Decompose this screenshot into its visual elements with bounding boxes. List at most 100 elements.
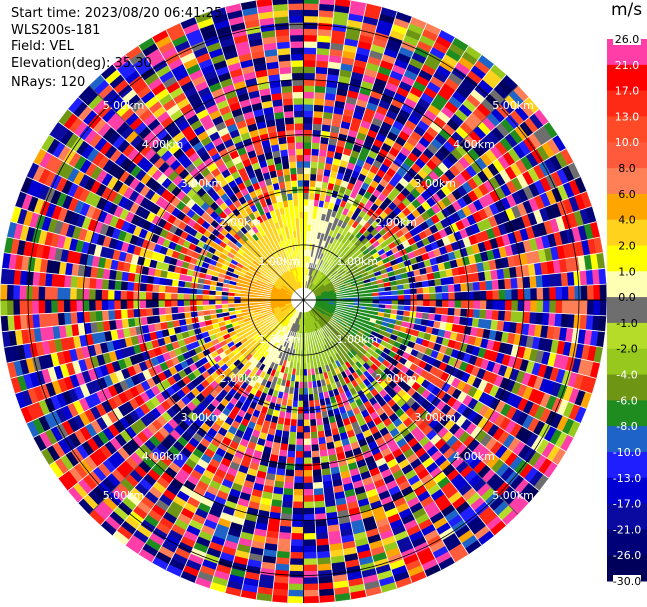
- ray-gap: [323, 64, 495, 275]
- radar-gate: [151, 283, 160, 293]
- radar-gate: [303, 28, 318, 36]
- radar-gate: [293, 488, 304, 496]
- radar-gate: [310, 437, 319, 446]
- radar-gate: [303, 9, 319, 17]
- radar-gate: [126, 290, 134, 301]
- radar-gate: [460, 308, 468, 318]
- radar-gate: [460, 282, 468, 292]
- radar-gate: [303, 488, 314, 496]
- ray-gap: [322, 326, 482, 546]
- radar-gate: [126, 281, 135, 292]
- radar-gate: [303, 438, 312, 446]
- ray-gap: [335, 236, 600, 294]
- radar-gate: [289, 425, 298, 433]
- radar-gate: [170, 306, 179, 315]
- radar-gate: [568, 299, 576, 315]
- radar-gate: [120, 280, 128, 291]
- radar-gate: [280, 436, 290, 445]
- radar-gate: [271, 594, 289, 603]
- radar-gate: [303, 419, 311, 427]
- radar-gate: [158, 314, 167, 323]
- radar-gate: [297, 394, 304, 402]
- radar-gate: [303, 15, 319, 23]
- radar-gate: [289, 558, 304, 566]
- radar-gate: [287, 596, 304, 604]
- radar-gate: [314, 85, 327, 94]
- radar-gate: [44, 299, 52, 314]
- ray-gap: [321, 45, 469, 273]
- radar-gate: [310, 148, 320, 156]
- radar-gate: [429, 292, 437, 301]
- radar-gate: [440, 277, 449, 286]
- radar-gate: [498, 289, 506, 301]
- ray-gap: [313, 11, 398, 269]
- radar-gate: [561, 299, 569, 315]
- radar-gate: [288, 431, 297, 439]
- radar-gate: [314, 519, 328, 528]
- radar-gate: [429, 299, 437, 308]
- radar-gate: [0, 299, 8, 317]
- radar-gate: [448, 291, 456, 301]
- radar-gate: [397, 299, 405, 306]
- radar-gate: [139, 308, 147, 318]
- ray-gap: [331, 317, 558, 466]
- radar-gate: [498, 299, 506, 311]
- ray-gap: [319, 328, 456, 563]
- radar-gate: [303, 501, 315, 509]
- radar-gate: [158, 284, 166, 293]
- radar-gate: [292, 501, 304, 509]
- radar-gate: [303, 198, 310, 206]
- ray-gap: [331, 134, 558, 283]
- radar-gate: [479, 309, 487, 320]
- radar-gate: [523, 299, 532, 313]
- radar-gate: [522, 275, 531, 289]
- radar-gate: [441, 299, 449, 308]
- radar-gate: [170, 285, 179, 294]
- radar-gate: [295, 444, 304, 452]
- radar-gate: [313, 98, 325, 106]
- radar-gate: [441, 307, 449, 316]
- radar-gate: [303, 0, 320, 4]
- radar-gate: [0, 268, 9, 285]
- radar-gate: [281, 500, 294, 509]
- radar-gate: [310, 154, 319, 163]
- ray-gap: [330, 319, 549, 479]
- radar-gate: [151, 307, 160, 317]
- radar-gate: [404, 299, 412, 306]
- ray-gap: [325, 74, 507, 276]
- radar-gate: [298, 381, 304, 389]
- radar-gate: [598, 315, 607, 332]
- radar-gate: [315, 66, 329, 75]
- radar-gate: [101, 299, 109, 311]
- ray-gap: [309, 3, 367, 268]
- radar-gate: [0, 283, 8, 301]
- ray-gap: [336, 252, 603, 296]
- radar-gate: [303, 381, 309, 389]
- radar-gate: [31, 285, 39, 301]
- radar-gate: [574, 299, 582, 315]
- radar-gate: [57, 286, 65, 301]
- radar-gate: [31, 299, 39, 315]
- radar-gate: [286, 450, 296, 458]
- ray-gap: [336, 267, 605, 297]
- radar-gate: [287, 589, 304, 597]
- radar-gate: [319, 449, 329, 458]
- radar-gate: [492, 299, 500, 311]
- radar-gate: [486, 289, 494, 301]
- radar-gate: [303, 85, 315, 93]
- radar-gate: [303, 476, 314, 484]
- radar-gate: [586, 299, 595, 316]
- radar-gate: [289, 551, 304, 560]
- ray-gap: [308, 0, 352, 268]
- radar-gate: [593, 299, 601, 316]
- radar-gate: [303, 583, 319, 591]
- radar-gate: [303, 539, 317, 547]
- ray-gap: [330, 121, 549, 281]
- radar-gate: [497, 278, 506, 291]
- radar-gate: [63, 274, 72, 289]
- radar-gate: [139, 291, 147, 301]
- radar-gate: [145, 299, 153, 309]
- radar-gate: [120, 290, 128, 301]
- radar-gate: [170, 292, 178, 301]
